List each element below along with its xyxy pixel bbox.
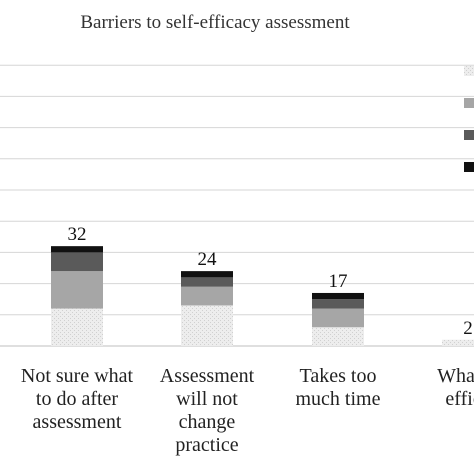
- bar-segment: [312, 327, 364, 346]
- bar-segment: [442, 339, 474, 346]
- total-label: 2: [463, 318, 473, 339]
- chart-title: Barriers to self-efficacy assessment: [80, 12, 350, 33]
- category-label: What iseffica: [437, 365, 474, 410]
- bar-segment: [312, 292, 364, 300]
- legend-swatch: [464, 162, 474, 172]
- category-label: Assessment will not change practice: [160, 365, 255, 456]
- total-label: 17: [329, 271, 348, 292]
- legend-swatch: [464, 130, 474, 140]
- bar-segment: [181, 305, 233, 346]
- bar-segment: [181, 271, 233, 278]
- legend-swatch: [464, 66, 474, 76]
- total-label: 32: [68, 224, 87, 245]
- total-labels: 32 24 17 2: [68, 224, 473, 339]
- bar-segment: [51, 271, 103, 309]
- bar-segment: [181, 286, 233, 306]
- category-label: Takes too much time: [296, 365, 381, 410]
- bar-segment: [312, 299, 364, 309]
- bar-segment: [51, 246, 103, 253]
- bars: [51, 246, 474, 346]
- legend: [464, 66, 474, 172]
- legend-swatch: [464, 98, 474, 108]
- bar-segment: [181, 277, 233, 287]
- bar-segment: [51, 252, 103, 272]
- total-label: 24: [198, 249, 218, 270]
- bar-segment: [312, 308, 364, 328]
- bar-segment: [51, 308, 103, 346]
- category-label: Not sure what to do after assessment: [21, 365, 134, 433]
